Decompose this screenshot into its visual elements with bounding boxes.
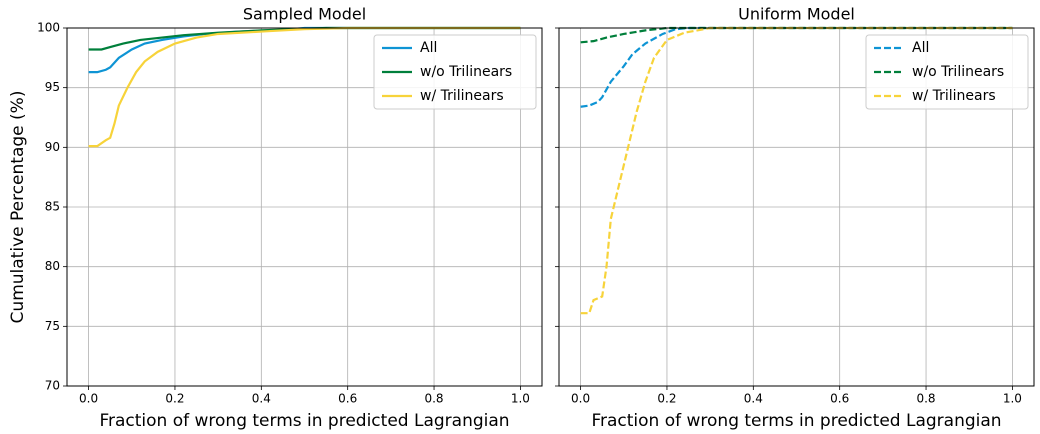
- data-line: [580, 26, 1013, 44]
- x-tick-label: 0.2: [165, 392, 184, 406]
- legend-label: All: [420, 40, 437, 56]
- x-tick-label: 0.8: [916, 392, 935, 406]
- x-tick-label: 0.6: [338, 392, 357, 406]
- legend-label: w/ Trilinears: [420, 88, 504, 104]
- chart-title: Sampled Model: [243, 5, 366, 24]
- x-axis-label: Fraction of wrong terms in predicted Lag…: [99, 411, 509, 431]
- data-line: [580, 26, 1013, 315]
- legend-label: w/o Trilinears: [912, 64, 1004, 80]
- y-tick-label: 90: [45, 140, 60, 154]
- legend-label: All: [912, 40, 929, 56]
- y-tick-label: 70: [45, 379, 60, 393]
- legend-box: [373, 34, 537, 110]
- axes-frame: [66, 27, 543, 387]
- x-tick-label: 0.8: [424, 392, 443, 406]
- x-tick-label: 0.4: [744, 392, 763, 406]
- x-tick-label: 0.2: [657, 392, 676, 406]
- y-tick-label: 95: [45, 80, 60, 94]
- x-tick-label: 0.0: [79, 392, 98, 406]
- chart-title: Uniform Model: [738, 5, 855, 24]
- axes-frame: [558, 27, 1035, 387]
- data-line: [580, 26, 1013, 108]
- x-tick-label: 0.6: [830, 392, 849, 406]
- x-tick-label: 0.0: [571, 392, 590, 406]
- x-tick-label: 0.4: [252, 392, 271, 406]
- y-tick-label: 80: [45, 259, 60, 273]
- data-line: [88, 26, 521, 148]
- y-tick-label: 100: [37, 21, 60, 35]
- y-tick-label: 85: [45, 200, 60, 214]
- x-axis-label: Fraction of wrong terms in predicted Lag…: [591, 411, 1001, 431]
- legend-label: w/o Trilinears: [420, 64, 512, 80]
- y-tick-label: 75: [45, 319, 60, 333]
- x-tick-label: 1.0: [1003, 392, 1022, 406]
- x-tick-label: 1.0: [511, 392, 530, 406]
- y-axis-label: Cumulative Percentage (%): [8, 91, 28, 324]
- legend-label: w/ Trilinears: [912, 88, 996, 104]
- legend-box: [865, 34, 1029, 110]
